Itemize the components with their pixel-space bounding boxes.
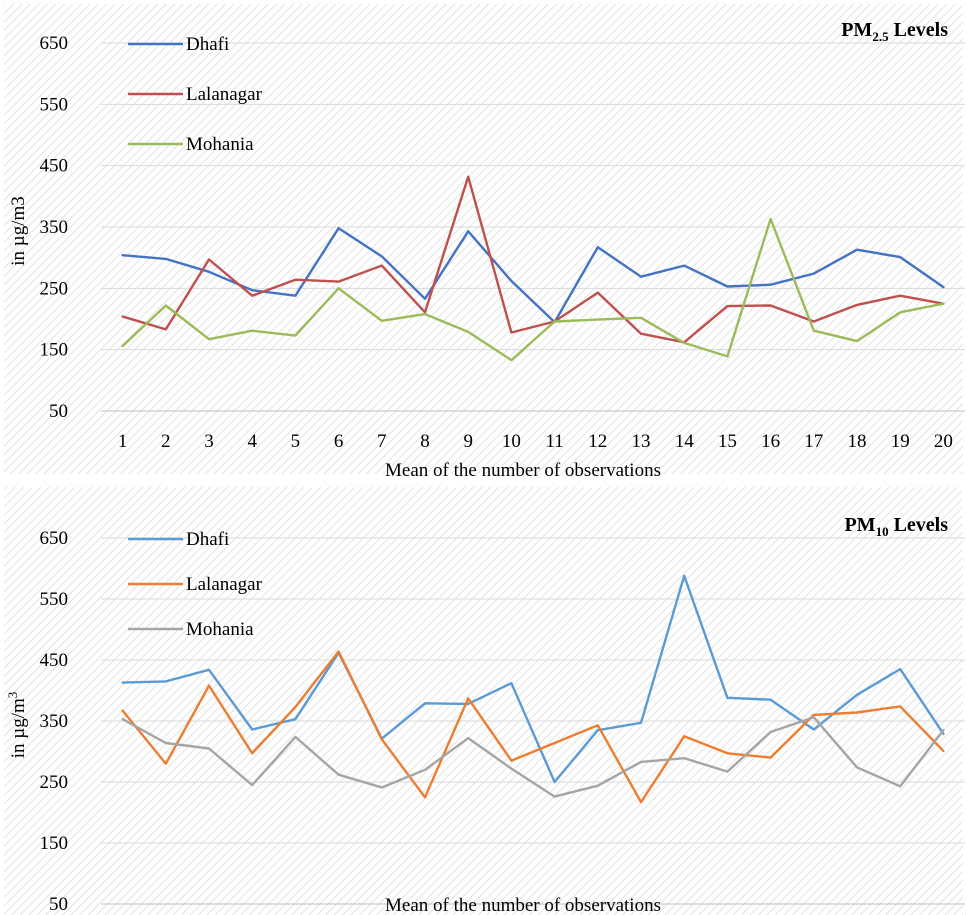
y-tick-label: 350 (40, 711, 69, 732)
x-tick-label: 17 (804, 431, 823, 452)
legend-label-dhafi: Dhafi (186, 34, 229, 55)
x-tick-label: 5 (291, 431, 301, 452)
legend-label-mohania: Mohania (186, 134, 254, 155)
x-tick-label: 4 (247, 431, 257, 452)
y-tick-label: 650 (40, 528, 69, 549)
series-line-dhafi (121, 574, 945, 784)
x-tick-label: 14 (675, 431, 695, 452)
y-tick-label: 550 (40, 589, 69, 610)
series-line-dhafi (121, 226, 945, 324)
x-tick-label: 3 (204, 431, 214, 452)
y-tick-label: 250 (40, 278, 69, 299)
x-axis-label: Mean of the number of observations (385, 895, 661, 915)
y-tick-label: 350 (40, 217, 69, 238)
y-tick-label: 450 (40, 156, 69, 177)
x-tick-label: 1 (118, 431, 128, 452)
x-tick-label: 10 (502, 431, 521, 452)
y-tick-label: 150 (40, 340, 69, 361)
y-axis-label: in µg/m3 (5, 692, 29, 759)
y-tick-label: 250 (40, 772, 69, 793)
y-tick-label: 50 (49, 401, 68, 422)
series-line-lalanagar (121, 650, 945, 804)
x-tick-label: 19 (891, 431, 910, 452)
series-line-mohania (121, 217, 945, 362)
pm10-chart: 5015025035045055065012345678910111213141… (4, 487, 965, 915)
x-tick-label: 15 (718, 431, 737, 452)
x-tick-label: 2 (161, 431, 171, 452)
y-axis-label: in µg/m3 (8, 196, 29, 266)
x-tick-label: 7 (377, 431, 387, 452)
series-line-mohania (121, 716, 945, 798)
x-tick-label: 16 (761, 431, 780, 452)
y-tick-label: 650 (40, 33, 69, 54)
y-tick-label: 150 (40, 833, 69, 854)
chart-title: PM10 Levels (844, 514, 948, 539)
x-tick-label: 13 (632, 431, 651, 452)
x-tick-label: 6 (334, 431, 344, 452)
legend-label-lalanagar: Lalanagar (186, 574, 263, 595)
chart-background (4, 4, 963, 474)
x-tick-label: 8 (420, 431, 430, 452)
x-tick-label: 11 (545, 431, 563, 452)
y-tick-label: 550 (40, 94, 69, 115)
series-line-lalanagar (121, 175, 945, 344)
legend-label-lalanagar: Lalanagar (186, 84, 263, 105)
x-tick-label: 9 (463, 431, 473, 452)
x-tick-label: 20 (934, 431, 953, 452)
x-axis-label: Mean of the number of observations (385, 460, 661, 480)
x-tick-label: 18 (848, 431, 867, 452)
legend-label-dhafi: Dhafi (186, 529, 229, 550)
y-tick-label: 50 (49, 894, 68, 915)
legend-label-mohania: Mohania (186, 619, 254, 640)
x-tick-label: 12 (588, 431, 607, 452)
chart-title: PM2.5 Levels (841, 19, 948, 44)
chart-background (4, 487, 963, 915)
y-tick-label: 450 (40, 650, 69, 671)
